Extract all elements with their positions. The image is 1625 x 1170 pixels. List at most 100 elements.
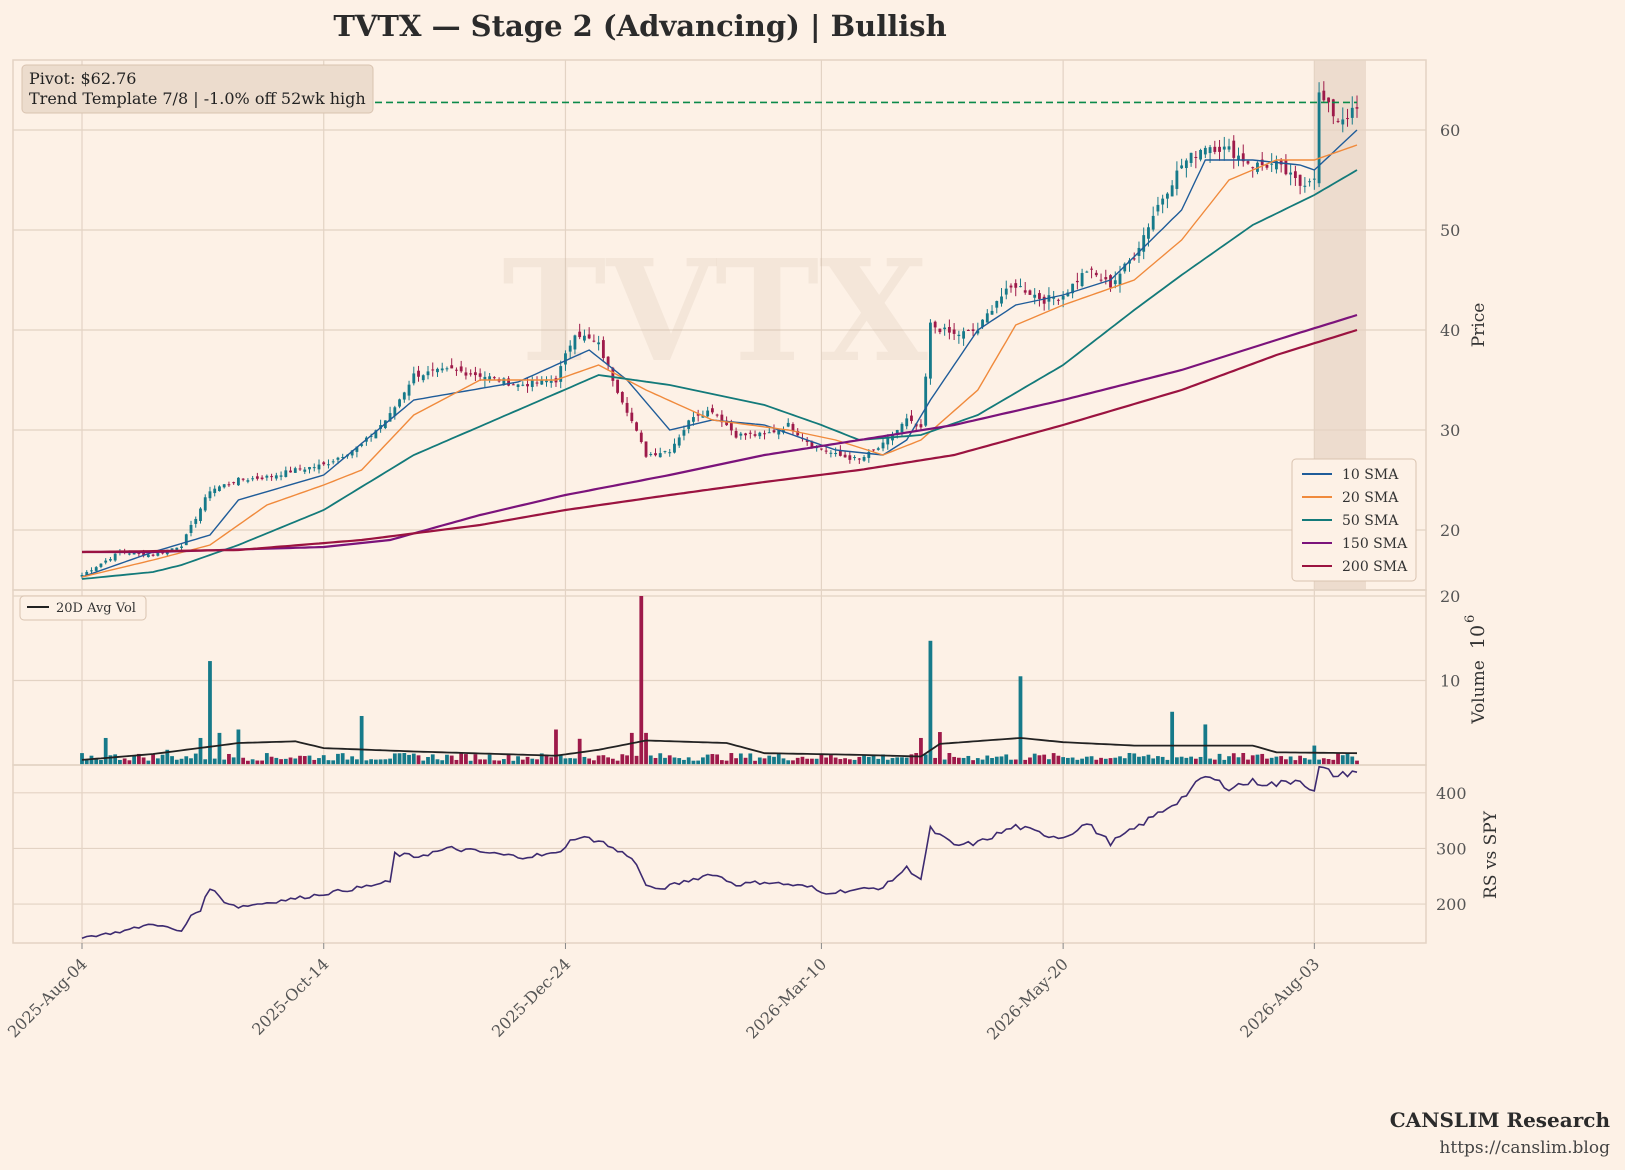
volume-bar (1302, 758, 1307, 765)
candle-body (862, 457, 866, 461)
candle-body (526, 384, 529, 387)
candle-body (151, 554, 155, 556)
candle (483, 371, 487, 387)
sma-legend[interactable]: 10 SMA 20 SMA 50 SMA 150 SMA 200 SMA (1291, 458, 1417, 582)
price-tick-label: 60 (1440, 121, 1460, 140)
candle (919, 419, 923, 430)
volume-bar (1174, 757, 1179, 765)
volume-bar (1340, 755, 1345, 765)
volume-bar (862, 755, 866, 765)
volume-bar (634, 755, 639, 765)
volume-bar (302, 756, 307, 765)
candle-body (990, 310, 994, 315)
candle (905, 413, 909, 430)
candle (535, 376, 539, 387)
candle-body (1061, 295, 1065, 300)
candle (1094, 270, 1098, 278)
volume-bar (321, 755, 326, 765)
candle (284, 466, 288, 478)
volume-bar (596, 755, 601, 765)
volume-bar (620, 754, 625, 765)
candle (473, 366, 477, 382)
candle (109, 556, 112, 562)
candle-body (829, 452, 833, 454)
candle-body (1014, 283, 1018, 288)
volume-bar (1042, 754, 1047, 765)
candle (312, 463, 316, 472)
candle (819, 448, 823, 451)
candle (862, 455, 866, 462)
candle-body (971, 329, 975, 331)
volume-bar (828, 755, 833, 765)
candle (701, 410, 705, 418)
volume-bar (776, 753, 781, 765)
candle-body (834, 452, 838, 455)
avg-volume-line (81, 737, 1358, 761)
candle (601, 336, 605, 363)
volume-bar (1255, 754, 1260, 765)
candle-body (976, 330, 980, 334)
candle-body (578, 331, 582, 338)
candle (1038, 290, 1041, 307)
volume-legend[interactable]: 20D Avg Vol (19, 595, 147, 621)
candle-body (630, 412, 634, 422)
volume-bar (549, 757, 554, 765)
candle-body (1194, 156, 1198, 158)
volume-bar (1236, 757, 1241, 765)
candle (654, 448, 657, 457)
volume-bar (1127, 752, 1132, 765)
candle-body (1028, 290, 1032, 295)
candle (1308, 178, 1312, 187)
candle-body (720, 414, 724, 423)
candle-body (867, 451, 871, 458)
candle (322, 461, 326, 466)
candle-body (1000, 296, 1003, 304)
volume-bar (1250, 755, 1255, 765)
volume-bar (1241, 752, 1246, 765)
candle (848, 451, 852, 464)
volume-bar (1156, 756, 1160, 765)
volume-bar (449, 755, 454, 765)
candle-body (1336, 120, 1340, 122)
candle-body (1104, 277, 1108, 280)
candle (1241, 144, 1245, 167)
candle-body (421, 375, 425, 381)
volume-bar (388, 758, 392, 765)
volume-bar (369, 759, 374, 765)
candle (436, 367, 439, 377)
candle-body (616, 379, 620, 393)
volume-bar (672, 757, 677, 765)
candle-body (729, 422, 733, 431)
brand-url[interactable]: https://canslim.blog (1439, 1138, 1610, 1158)
candle (203, 494, 207, 513)
volume-bar (279, 759, 283, 765)
candle (1312, 170, 1316, 190)
candle-body (436, 368, 439, 373)
volume-bar (108, 755, 113, 765)
candle-body (478, 373, 482, 377)
candle (1023, 282, 1027, 295)
candle (421, 374, 425, 383)
candle-body (1151, 215, 1155, 230)
volume-bar (1331, 759, 1336, 765)
candle (962, 327, 966, 346)
candle-body (772, 430, 776, 433)
candle-body (327, 464, 330, 466)
candle-body (222, 484, 226, 488)
candle (616, 379, 620, 395)
candle (251, 475, 255, 482)
volume-bar (1288, 756, 1293, 765)
volume-bar (1265, 758, 1269, 765)
volume-bar (89, 755, 94, 765)
candle-body (1094, 272, 1098, 276)
candle (1194, 150, 1198, 169)
volume-bar (558, 755, 563, 765)
candle-body (308, 467, 311, 470)
candle (929, 319, 932, 385)
sma-line-50 (81, 169, 1358, 580)
volume-bar (1326, 759, 1331, 765)
volume-bar (165, 749, 170, 765)
candle-body (805, 440, 809, 443)
candle (910, 410, 913, 424)
